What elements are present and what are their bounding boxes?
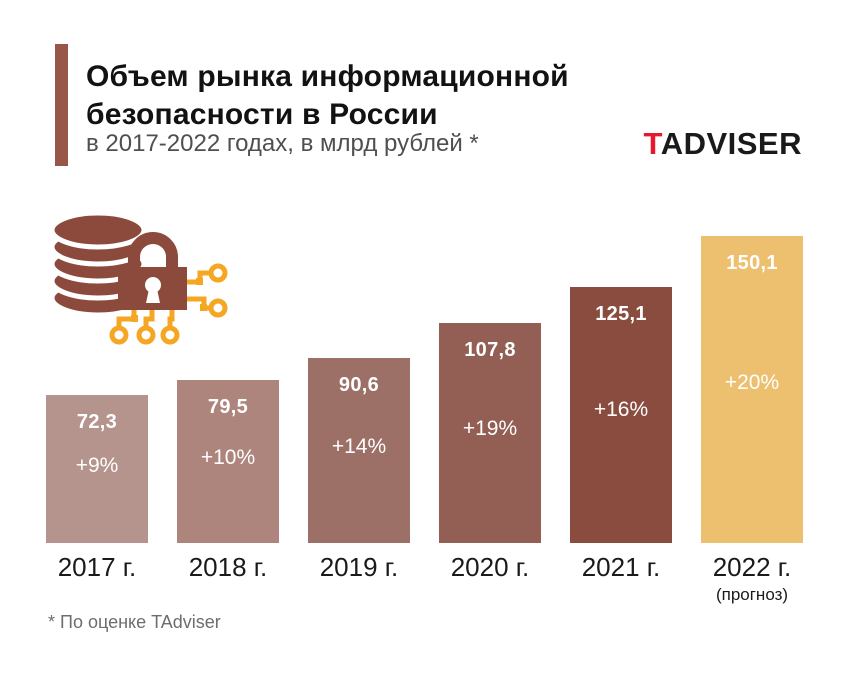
page-subtitle: в 2017-2022 годах, в млрд рублей * bbox=[86, 130, 479, 157]
bar-value-label: 125,1 bbox=[595, 303, 647, 325]
lock-icon bbox=[118, 232, 187, 310]
bar-value-label: 72,3 bbox=[76, 411, 118, 433]
chart-column: 79,5 +10% 2018 г. bbox=[177, 236, 279, 582]
x-axis-year-label: 2018 г. bbox=[188, 552, 268, 582]
bar-value-label: 79,5 bbox=[207, 396, 249, 418]
bar-value-label: 150,1 bbox=[726, 252, 778, 274]
bar: 79,5 +10% bbox=[177, 380, 279, 543]
logo-rest: ADVISER bbox=[660, 126, 802, 161]
source-footnote: * По оценке TAdviser bbox=[48, 612, 221, 632]
bar-growth-label: +19% bbox=[462, 416, 518, 440]
bar-value-label: 107,8 bbox=[464, 339, 516, 361]
x-axis-year-label: 2017 г. bbox=[57, 552, 137, 582]
coins-lock-circuit-icon bbox=[49, 210, 228, 345]
bar-growth-label: +14% bbox=[331, 434, 387, 458]
chart-column: 107,8 +19% 2020 г. bbox=[439, 236, 541, 582]
bar-value-label: 90,6 bbox=[338, 374, 380, 396]
title-line-1: Объем рынка информационной bbox=[86, 60, 569, 94]
bar-growth-label: +16% bbox=[593, 397, 649, 421]
x-axis-year-label: 2020 г. bbox=[450, 552, 530, 582]
logo-letter-t: T bbox=[643, 126, 661, 161]
chart-column: 125,1 +16% 2021 г. bbox=[570, 236, 672, 582]
bar: 90,6 +14% bbox=[308, 358, 410, 543]
bar: 125,1 +16% bbox=[570, 287, 672, 543]
title-line-2: безопасности в России bbox=[86, 98, 438, 132]
forecast-note: (прогноз) bbox=[715, 585, 789, 604]
bar: 150,1 +20% bbox=[701, 236, 803, 543]
chart-column: 150,1 +20% 2022 г. (прогноз) bbox=[701, 236, 803, 604]
bar-growth-label: +10% bbox=[200, 446, 256, 470]
circuit-icon bbox=[109, 263, 228, 345]
x-axis-year-label: 2022 г. bbox=[712, 552, 792, 582]
title-accent-bar bbox=[55, 44, 68, 166]
bar-chart: 72,3 +9% 2017 г. 79,5 +10% 2018 г. 90,6 +14% 201… bbox=[46, 236, 803, 604]
bar: 72,3 +9% bbox=[46, 395, 148, 543]
tadviser-logo: TADVISER bbox=[644, 126, 802, 162]
bar-growth-label: +20% bbox=[724, 371, 780, 395]
chart-column: 72,3 +9% 2017 г. bbox=[46, 236, 148, 582]
x-axis-year-label: 2021 г. bbox=[581, 552, 661, 582]
bar-growth-label: +9% bbox=[75, 454, 119, 478]
x-axis-year-label: 2019 г. bbox=[319, 552, 399, 582]
chart-column: 90,6 +14% 2019 г. bbox=[308, 236, 410, 582]
page-title: Объем рынка информационной безопасности в… bbox=[86, 58, 569, 134]
bar: 107,8 +19% bbox=[439, 323, 541, 543]
